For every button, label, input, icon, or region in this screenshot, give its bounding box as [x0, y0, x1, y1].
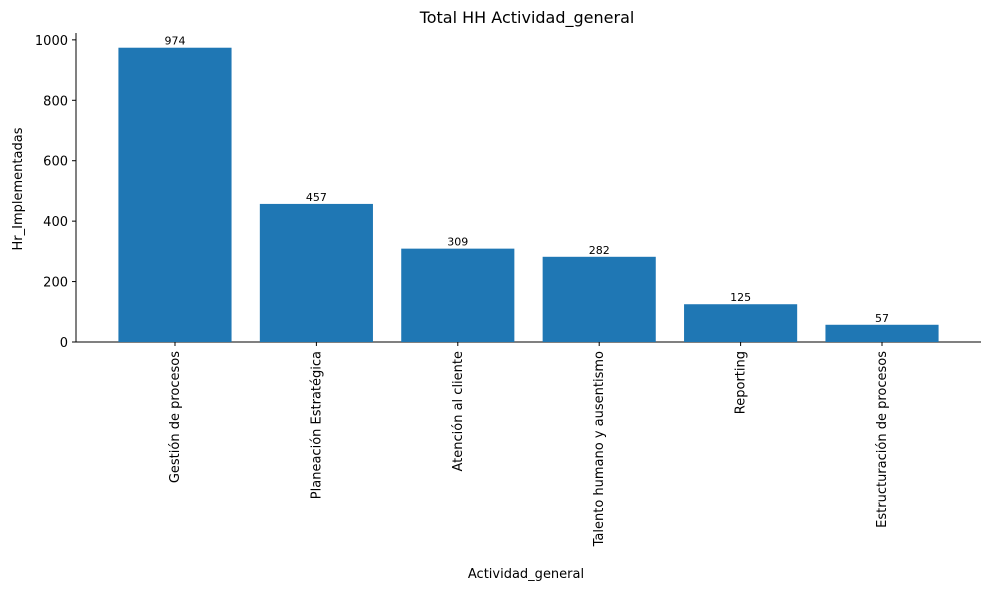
bar-value-label: 309 [447, 236, 468, 249]
bar-series [118, 47, 939, 342]
bar-value-label: 125 [730, 291, 751, 304]
x-tick-label: Planeación Estratégica [309, 351, 324, 499]
bar-value-label: 974 [164, 35, 185, 48]
bar [401, 248, 515, 342]
y-axis-label: Hr_Implementadas [11, 127, 26, 250]
y-tick-label: 200 [43, 276, 68, 291]
bar-value-label: 457 [306, 191, 327, 204]
bar-value-label: 282 [589, 244, 610, 257]
x-tick-label: Estructuración de procesos [875, 351, 890, 528]
bar [684, 304, 798, 342]
bar [259, 203, 373, 342]
y-tick-label: 600 [43, 155, 68, 170]
bar [118, 47, 232, 342]
x-tick-label: Talento humano y ausentismo [592, 351, 607, 547]
x-tick-label: Gestión de procesos [168, 351, 183, 483]
y-axis: 0 200 400 600 800 1000 [35, 33, 77, 351]
bar [542, 256, 656, 342]
y-tick-label: 800 [43, 94, 68, 109]
y-tick-label: 1000 [35, 34, 68, 49]
x-tick-label: Atención al cliente [451, 351, 466, 472]
x-tick-label: Reporting [734, 351, 749, 414]
y-tick-label: 0 [60, 336, 68, 351]
bar [825, 324, 939, 342]
x-axis: Gestión de procesos Planeación Estratégic… [76, 341, 981, 547]
bar-value-label: 57 [875, 312, 889, 325]
bar-value-labels: 974 457 309 282 125 57 [164, 35, 889, 325]
y-tick-label: 400 [43, 215, 68, 230]
x-axis-label: Actividad_general [468, 567, 584, 582]
chart-title: Total HH Actividad_general [419, 8, 635, 28]
